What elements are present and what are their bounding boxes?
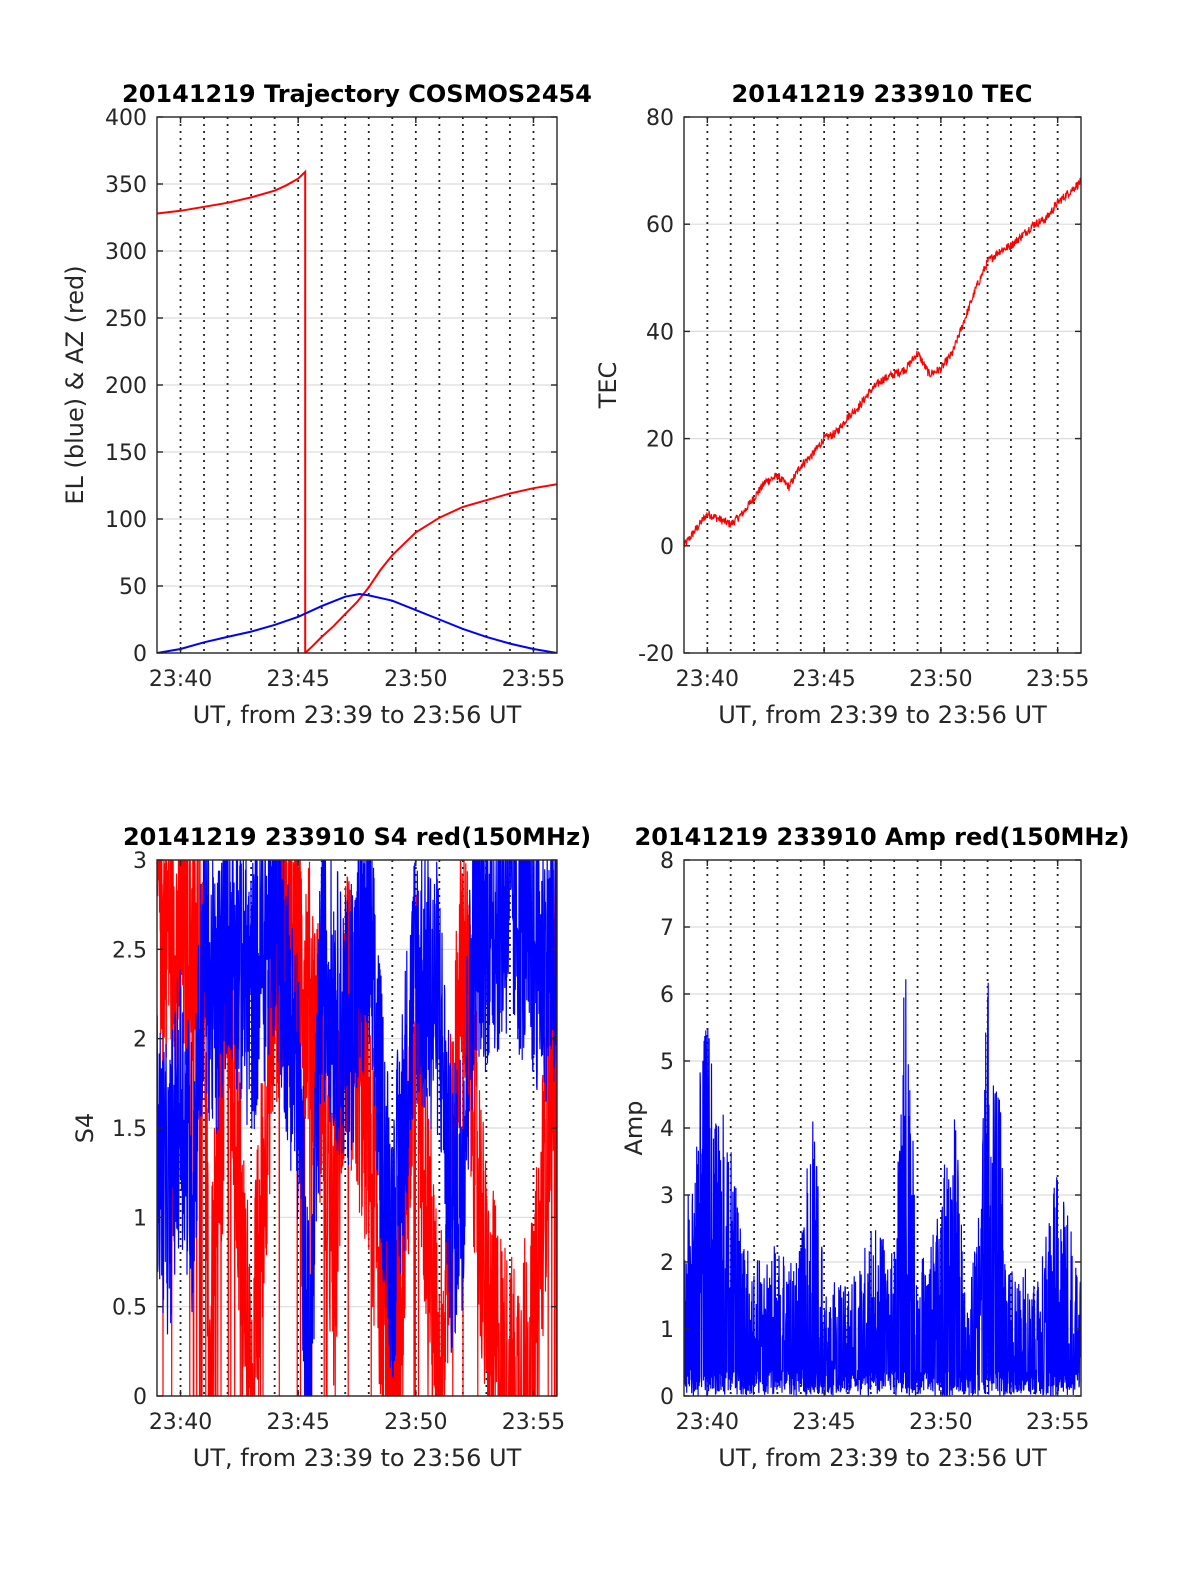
amp-ytick-label-3: 3 (660, 1184, 674, 1209)
amp-ylabel: Amp (620, 1100, 648, 1155)
amp-ytick-label-6: 6 (660, 983, 674, 1008)
s4-ytick-label-4: 2 (133, 1028, 147, 1053)
amp-ytick-label-1: 1 (660, 1318, 674, 1343)
trajectory-ytick-label-4: 200 (105, 374, 147, 399)
tec-xtick-label-3: 23:55 (1026, 667, 1089, 692)
tec-ytick-label-0: -20 (638, 642, 674, 667)
tec-ylabel: TEC (594, 362, 622, 410)
trajectory-xlabel: UT, from 23:39 to 23:56 UT (193, 701, 522, 729)
s4-ytick-label-6: 3 (133, 849, 147, 874)
s4-xtick-label-2: 23:50 (384, 1410, 447, 1435)
s4-title: 20141219 233910 S4 red(150MHz) (123, 823, 591, 851)
tec-title: 20141219 233910 TEC (732, 80, 1033, 108)
tec-xtick-label-1: 23:45 (792, 667, 855, 692)
tec-xlabel: UT, from 23:39 to 23:56 UT (718, 701, 1047, 729)
s4-ytick-label-0: 0 (133, 1385, 147, 1410)
trajectory-ytick-label-8: 400 (105, 106, 147, 131)
tec-axes-frame (683, 116, 1082, 654)
amp-series-0 (684, 979, 1081, 1396)
trajectory-ytick-label-3: 150 (105, 441, 147, 466)
amp-ytick-label-8: 8 (660, 849, 674, 874)
tec-ytick-label-4: 60 (646, 213, 674, 238)
trajectory-series-0 (157, 169, 557, 653)
tec-subplot: -20 0 20 40 60 80 23:40 23:45 23:50 23:55 20141219… (594, 80, 1089, 729)
amp-ytick-label-5: 5 (660, 1050, 674, 1075)
trajectory-ytick-label-1: 50 (119, 575, 147, 600)
s4-ytick-label-3: 1.5 (112, 1117, 147, 1142)
s4-xtick-label-1: 23:45 (266, 1410, 329, 1435)
trajectory-ytick-label-7: 350 (105, 173, 147, 198)
tec-xtick-label-2: 23:50 (909, 667, 972, 692)
s4-series-1 (157, 860, 557, 1396)
trajectory-title: 20141219 Trajectory COSMOS2454 (122, 80, 592, 108)
s4-xtick-label-3: 23:55 (502, 1410, 565, 1435)
amp-ytick-label-7: 7 (660, 916, 674, 941)
amp-xlabel: UT, from 23:39 to 23:56 UT (718, 1444, 1047, 1472)
s4-xlabel: UT, from 23:39 to 23:56 UT (193, 1444, 522, 1472)
trajectory-xtick-label-1: 23:45 (266, 667, 329, 692)
tec-ytick-label-2: 20 (646, 428, 674, 453)
trajectory-xtick-label-2: 23:50 (384, 667, 447, 692)
s4-xtick-label-0: 23:40 (149, 1410, 212, 1435)
trajectory-xtick-label-3: 23:55 (502, 667, 565, 692)
tec-series-0 (684, 177, 1081, 547)
amp-xtick-label-2: 23:50 (909, 1410, 972, 1435)
s4-ytick-label-1: 0.5 (112, 1296, 147, 1321)
trajectory-ytick-label-2: 100 (105, 508, 147, 533)
trajectory-ylabel: EL (blue) & AZ (red) (61, 265, 89, 504)
trajectory-subplot: 0 50 100 150 200 250 300 350 400 23:40 23:45 23:50 2… (61, 80, 592, 729)
amp-title: 20141219 233910 Amp red(150MHz) (635, 823, 1130, 851)
tec-ytick-label-3: 40 (646, 320, 674, 345)
s4-subplot: 0 0.5 1 1.5 2 2.5 3 23:40 23:45 23:50 23:55 2014121… (71, 823, 591, 1472)
amp-xtick-label-3: 23:55 (1026, 1410, 1089, 1435)
trajectory-ytick-label-6: 300 (105, 240, 147, 265)
s4-ytick-label-2: 1 (133, 1206, 147, 1231)
tec-ytick-label-5: 80 (646, 106, 674, 131)
tec-xtick-label-0: 23:40 (676, 667, 739, 692)
amp-xtick-label-0: 23:40 (676, 1410, 739, 1435)
trajectory-series-1 (157, 592, 557, 653)
amp-ytick-label-4: 4 (660, 1117, 674, 1142)
trajectory-ytick-label-0: 0 (133, 642, 147, 667)
trajectory-ytick-label-5: 250 (105, 307, 147, 332)
amp-ytick-label-2: 2 (660, 1251, 674, 1276)
trajectory-xtick-label-0: 23:40 (149, 667, 212, 692)
s4-ylabel: S4 (71, 1113, 99, 1144)
s4-ytick-label-5: 2.5 (112, 938, 147, 963)
tec-ytick-label-1: 0 (660, 535, 674, 560)
amp-ytick-label-0: 0 (660, 1385, 674, 1410)
amp-subplot: 0 1 2 3 4 5 6 7 8 23:40 23:45 23:50 23:55 20141219 23… (620, 823, 1129, 1472)
amp-xtick-label-1: 23:45 (792, 1410, 855, 1435)
